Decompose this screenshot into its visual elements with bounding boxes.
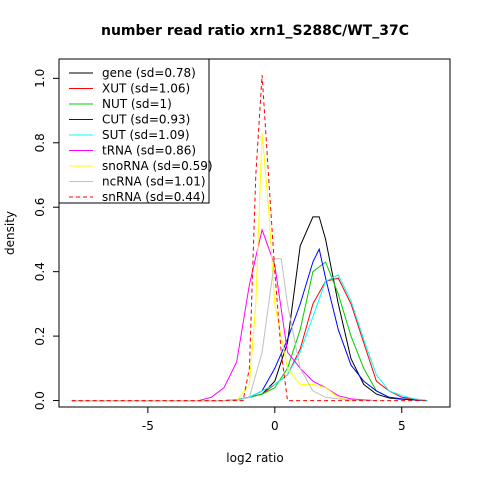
- legend-box: [58, 58, 210, 204]
- legend-label-2: NUT (sd=1): [102, 97, 172, 111]
- y-tick-label-4: 0.8: [33, 133, 47, 152]
- y-tick-label-5: 1.0: [33, 69, 47, 88]
- y-tick-label-2: 0.4: [33, 262, 47, 281]
- y-axis-label: density: [3, 211, 17, 255]
- legend-label-4: SUT (sd=1.09): [102, 128, 190, 142]
- series-line-4: [71, 274, 428, 402]
- legend-label-5: tRNA (sd=0.86): [102, 144, 196, 158]
- series-line-6: [71, 133, 352, 402]
- series-line-5: [71, 228, 377, 402]
- chart-title: number read ratio xrn1_S288C/WT_37C: [101, 23, 409, 39]
- legend-label-3: CUT (sd=0.93): [102, 113, 190, 127]
- x-tick-label-2: 5: [398, 419, 406, 433]
- legend-label-0: gene (sd=0.78): [102, 66, 196, 80]
- legend-label-1: XUT (sd=1.06): [102, 82, 190, 96]
- plot-area: [71, 75, 428, 402]
- x-tick-label-0: -5: [142, 419, 154, 433]
- axes: -5 0 5 0.0 0.2 0.4 0.6 0.8 1.0: [33, 58, 451, 433]
- y-tick-label-0: 0.0: [33, 391, 47, 410]
- legend-label-8: snRNA (sd=0.44): [102, 190, 205, 204]
- y-tick-label-3: 0.6: [33, 198, 47, 217]
- series-line-7: [71, 258, 377, 402]
- series-line-8: [71, 75, 428, 402]
- x-tick-label-1: 0: [271, 419, 279, 433]
- legend: gene (sd=0.78) XUT (sd=1.06)NUT (sd=1) CUT…: [58, 58, 213, 204]
- legend-label-6: snoRNA (sd=0.59): [102, 159, 213, 173]
- legend-label-7: ncRNA (sd=1.01): [102, 175, 206, 189]
- y-tick-label-1: 0.2: [33, 327, 47, 346]
- x-axis-label: log2 ratio: [226, 451, 283, 465]
- series-line-3: [71, 247, 428, 402]
